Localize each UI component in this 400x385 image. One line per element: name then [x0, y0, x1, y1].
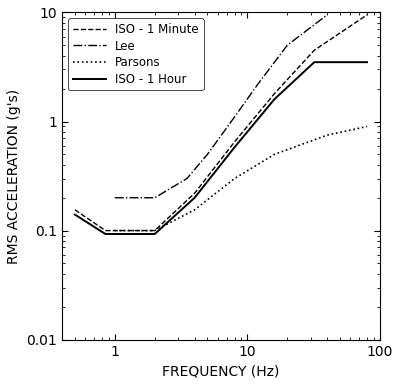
- ISO - 1 Hour: [365, 60, 370, 64]
- ISO - 1 Hour: [312, 60, 317, 64]
- Lee: [205, 152, 210, 157]
- Lee: [325, 13, 330, 17]
- Y-axis label: RMS ACCELERATION (g's): RMS ACCELERATION (g's): [7, 89, 21, 264]
- ISO - 1 Minute: [312, 48, 317, 53]
- Parsons: [272, 152, 277, 157]
- ISO - 1 Minute: [365, 13, 370, 17]
- ISO - 1 Minute: [272, 91, 277, 96]
- ISO - 1 Hour: [152, 232, 157, 236]
- Legend: ISO - 1 Minute, Lee, Parsons, ISO - 1 Hour: ISO - 1 Minute, Lee, Parsons, ISO - 1 Ho…: [68, 18, 204, 90]
- Lee: [112, 196, 117, 200]
- Line: Parsons: Parsons: [115, 127, 367, 231]
- ISO - 1 Minute: [112, 228, 117, 233]
- Lee: [184, 176, 189, 181]
- ISO - 1 Hour: [232, 145, 237, 150]
- Parsons: [232, 176, 237, 181]
- ISO - 1 Hour: [103, 232, 108, 236]
- ISO - 1 Minute: [232, 140, 237, 144]
- ISO - 1 Hour: [72, 212, 77, 217]
- Line: ISO - 1 Minute: ISO - 1 Minute: [75, 15, 367, 231]
- ISO - 1 Hour: [192, 196, 197, 200]
- ISO - 1 Minute: [152, 228, 157, 233]
- ISO - 1 Minute: [103, 228, 108, 233]
- Lee: [256, 82, 260, 87]
- Parsons: [112, 228, 117, 233]
- Line: ISO - 1 Hour: ISO - 1 Hour: [75, 62, 367, 234]
- Parsons: [192, 208, 197, 212]
- Parsons: [152, 228, 157, 233]
- X-axis label: FREQUENCY (Hz): FREQUENCY (Hz): [162, 364, 280, 378]
- ISO - 1 Minute: [192, 191, 197, 196]
- ISO - 1 Hour: [272, 97, 277, 102]
- Lee: [285, 43, 290, 48]
- ISO - 1 Minute: [72, 208, 77, 212]
- Lee: [232, 115, 237, 119]
- ISO - 1 Hour: [112, 232, 117, 236]
- Lee: [152, 196, 157, 200]
- Parsons: [365, 124, 370, 129]
- Line: Lee: Lee: [115, 15, 327, 198]
- Parsons: [325, 133, 330, 137]
